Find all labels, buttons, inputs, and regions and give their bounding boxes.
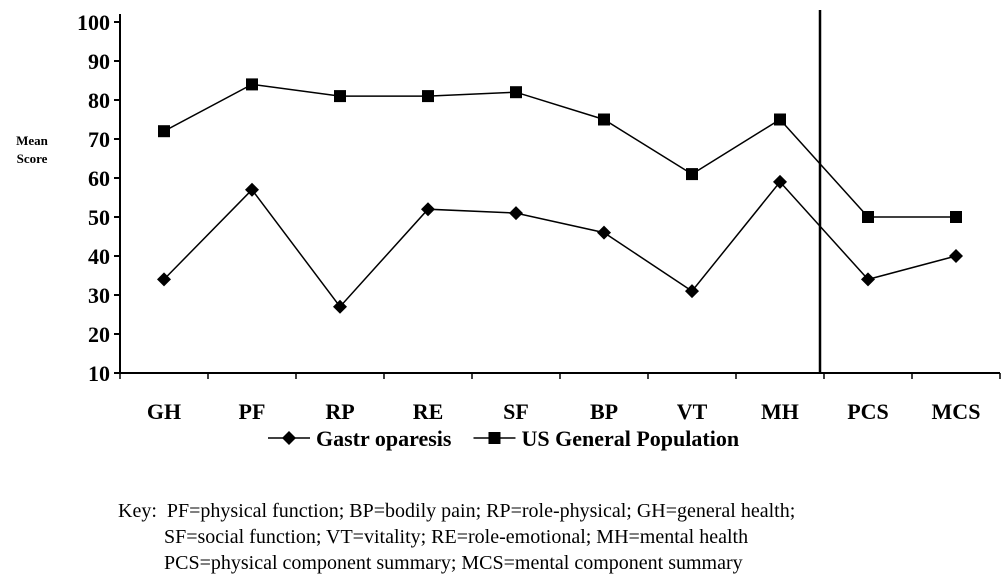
legend: Gastr oparesis US General Population [268,426,739,451]
x-tick-label: RE [413,399,444,424]
key-text: Key: PF=physical function; BP=bodily pai… [118,498,998,576]
data-point [862,211,874,223]
x-tick-label: GH [147,399,181,424]
y-tick-label: 60 [88,166,110,191]
y-axis-label-line: Mean [16,133,49,148]
data-point [685,284,699,299]
y-tick-label: 80 [88,88,110,113]
data-point [773,174,787,189]
x-axis: GH PF RP RE SF BP VT MH PCS MCS [119,372,1001,424]
y-tick-label: 10 [88,361,110,386]
data-point [950,211,962,223]
y-tick-label: 30 [88,283,110,308]
x-tick-label: BP [590,399,618,424]
y-axis-label: Mean Score [16,133,49,166]
legend-marker [488,432,501,444]
x-tick-label: PCS [847,399,889,424]
data-point [422,90,434,103]
legend-label: US General Population [521,426,739,451]
data-point [158,125,170,138]
key-line-1: Key: PF=physical function; BP=bodily pai… [118,498,998,524]
legend-marker [282,431,296,445]
data-point [245,182,259,197]
y-tick-label: 50 [88,205,110,230]
x-tick-label: SF [503,399,529,424]
data-point [949,249,963,263]
y-axis-label-line: Score [17,151,48,166]
data-point [686,168,698,181]
data-point [510,86,522,99]
y-tick-label: 20 [88,322,110,347]
data-point [509,206,523,221]
legend-item: Gastr oparesis [268,426,452,451]
x-tick-label: VT [677,399,708,424]
series [157,78,963,314]
data-point [774,113,786,126]
y-axis: 100 90 80 70 60 50 40 30 20 10 Mean Score [16,10,121,386]
y-tick-label: 40 [88,244,110,269]
x-tick-label: RP [325,399,354,424]
key-line-3: PCS=physical component summary; MCS=ment… [164,552,743,574]
data-point [333,299,347,314]
legend-item: US General Population [473,426,739,451]
series-line [163,180,957,308]
legend-label: Gastr oparesis [316,426,452,451]
key-line-1-text: PF=physical function; BP=bodily pain; RP… [166,500,796,522]
data-point [246,78,258,91]
y-tick-label: 90 [88,49,110,74]
series-gastroparesis [157,174,963,314]
line-chart: 100 90 80 70 60 50 40 30 20 10 Mean Score GH PF RP RE S… [16,10,1001,451]
data-point [157,272,171,287]
data-point [861,272,875,287]
series-us-general-population [158,78,962,223]
y-tick-label: 70 [88,127,110,152]
key-prefix: Key: [118,500,157,522]
x-tick-label: PF [239,399,266,424]
y-tick-label: 100 [77,10,110,35]
x-tick-label: MH [761,399,799,424]
data-point [598,113,610,126]
series-line [163,83,956,218]
x-tick-label: MCS [932,399,981,424]
data-point [421,202,435,217]
data-point [597,225,611,240]
data-point [334,90,346,103]
key-line-2: SF=social function; VT=vitality; RE=role… [164,526,749,548]
